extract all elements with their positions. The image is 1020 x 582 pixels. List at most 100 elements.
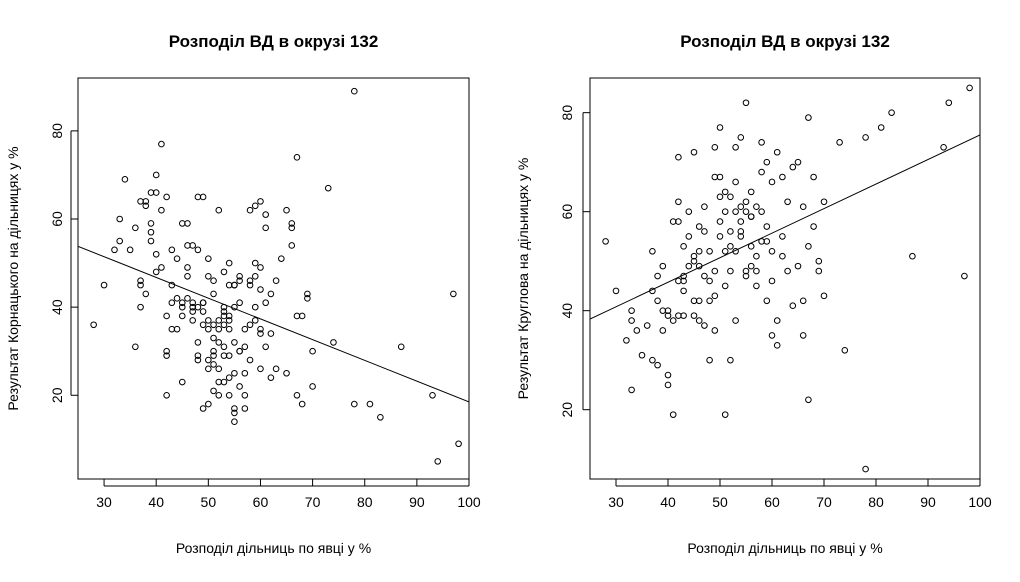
data-point <box>649 356 656 364</box>
data-point <box>877 124 885 131</box>
x-tick-label: 90 <box>920 494 936 510</box>
data-point <box>612 287 620 295</box>
data-point <box>147 220 155 227</box>
data-point <box>649 287 656 295</box>
data-point <box>649 247 656 255</box>
data-point <box>888 109 895 116</box>
data-point <box>763 238 771 245</box>
data-point <box>841 346 849 354</box>
data-point <box>194 356 202 364</box>
x-tick-label: 40 <box>148 494 164 510</box>
y-axis-label: Результат Круглова на дільницях у % <box>515 158 531 400</box>
data-point <box>168 299 176 307</box>
data-point <box>945 99 953 107</box>
data-point <box>810 223 817 230</box>
data-point <box>173 255 181 262</box>
data-point <box>721 188 729 196</box>
data-point <box>90 321 97 329</box>
data-point <box>231 303 238 311</box>
data-point <box>628 386 635 394</box>
data-point <box>225 325 233 333</box>
data-point <box>690 148 698 156</box>
data-point <box>220 378 228 386</box>
data-point <box>225 312 233 320</box>
data-point <box>742 272 750 280</box>
data-point <box>147 237 155 245</box>
data-point <box>742 198 750 206</box>
data-point <box>178 303 186 311</box>
data-point <box>716 124 724 131</box>
x-tick-label: 90 <box>409 494 425 510</box>
x-tick-label: 50 <box>201 494 217 510</box>
data-point <box>711 144 719 151</box>
data-point <box>690 312 698 319</box>
data-point <box>220 321 228 329</box>
data-point <box>205 272 212 280</box>
data-point <box>909 252 916 260</box>
data-point <box>654 361 661 369</box>
data-point <box>163 347 170 355</box>
data-point <box>298 400 306 408</box>
data-point <box>199 321 207 329</box>
data-point <box>758 139 765 146</box>
data-point <box>706 277 713 285</box>
data-point <box>633 327 641 334</box>
data-point <box>758 168 765 176</box>
data-point <box>799 203 807 211</box>
data-point <box>178 312 186 320</box>
data-point <box>251 303 259 311</box>
data-point <box>189 317 196 324</box>
data-point <box>184 295 191 302</box>
data-point <box>773 317 781 324</box>
data-point <box>706 297 713 305</box>
data-point <box>763 158 771 166</box>
data-point <box>429 391 436 399</box>
x-tick-label: 80 <box>868 494 884 510</box>
data-point <box>737 233 745 240</box>
data-point <box>205 317 212 324</box>
data-point <box>184 220 191 227</box>
data-point <box>366 400 374 408</box>
data-point <box>231 418 238 426</box>
data-point <box>168 246 176 254</box>
data-point <box>137 281 144 289</box>
data-point <box>210 334 217 342</box>
data-point <box>304 295 311 302</box>
data-point <box>210 347 217 355</box>
data-point <box>158 140 165 148</box>
x-axis-label: Розподіл дільниць по явці у % <box>687 540 882 556</box>
data-point <box>137 303 144 311</box>
data-point <box>210 352 217 359</box>
data-point <box>241 391 249 399</box>
data-point <box>304 290 311 298</box>
data-point <box>747 243 755 250</box>
data-point <box>194 352 202 359</box>
data-point <box>215 325 223 333</box>
data-point <box>257 286 264 293</box>
y-tick-label: 60 <box>559 204 575 220</box>
data-point <box>654 297 661 305</box>
data-point <box>220 343 228 351</box>
data-point <box>737 218 745 225</box>
x-tick-label: 60 <box>253 494 269 510</box>
data-point <box>659 327 667 334</box>
data-point <box>716 233 724 240</box>
data-point <box>272 365 280 373</box>
x-tick-label: 70 <box>305 494 321 510</box>
data-point <box>664 312 672 319</box>
data-point <box>768 247 776 255</box>
data-point <box>225 317 233 324</box>
data-point <box>278 255 285 262</box>
data-point <box>805 114 812 121</box>
data-point <box>701 228 708 235</box>
data-point <box>246 356 254 364</box>
data-point <box>210 361 217 368</box>
data-point <box>189 242 196 249</box>
data-point <box>695 223 703 230</box>
data-point <box>711 292 719 300</box>
data-point <box>163 391 170 399</box>
data-point <box>763 297 771 305</box>
data-point <box>205 365 212 373</box>
data-point <box>189 308 196 315</box>
